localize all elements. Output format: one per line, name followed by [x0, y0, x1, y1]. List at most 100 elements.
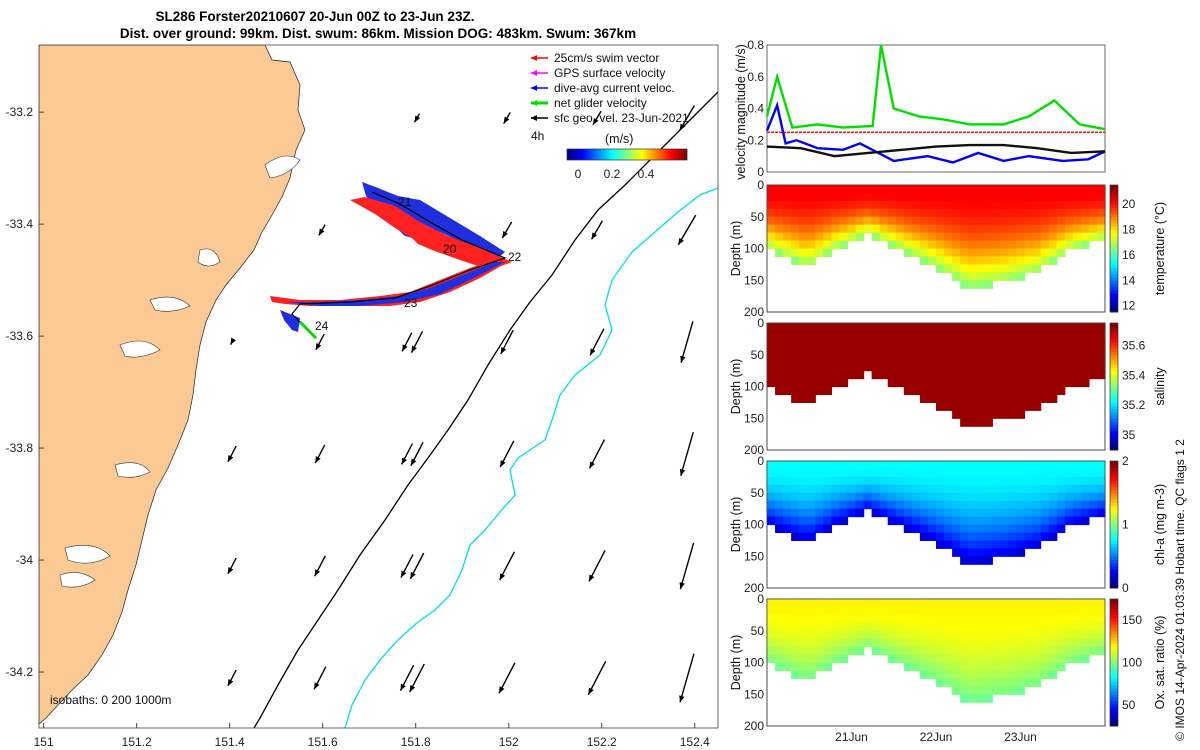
colorbar-tick-label: 2	[1122, 454, 1129, 468]
profile-cell	[791, 362, 800, 372]
profile-cell	[968, 508, 977, 518]
profile-cell	[952, 330, 961, 340]
profile-cell	[919, 630, 929, 640]
profile-cell	[944, 394, 953, 403]
profile-cell	[1088, 338, 1098, 348]
profile-cell	[903, 200, 913, 210]
profile-cell	[887, 606, 897, 616]
profile-cell	[791, 476, 800, 486]
profile-cell	[944, 362, 953, 372]
profile-cell	[783, 646, 792, 656]
profile-cell	[895, 185, 905, 194]
profile-cell	[1032, 678, 1042, 687]
profile-cell	[1000, 508, 1010, 518]
profile-cell	[1064, 500, 1074, 510]
profile-cell	[911, 378, 921, 388]
profile-cell	[1048, 532, 1058, 541]
profile-cell	[936, 346, 945, 356]
profile-cell	[1040, 532, 1050, 541]
profile-cell	[1000, 323, 1010, 332]
profile-cell	[1024, 654, 1034, 664]
profile-cell	[1056, 224, 1066, 234]
profile-cell	[968, 370, 977, 380]
profile-cell	[1040, 614, 1050, 624]
profile-cell	[775, 185, 784, 194]
profile-cell	[1080, 192, 1090, 202]
profile-cell	[1008, 630, 1018, 640]
profile-cell	[1032, 532, 1042, 541]
profile-cell	[847, 232, 857, 242]
profile-cell	[960, 556, 969, 565]
profile-cell	[807, 500, 816, 510]
profile-cell	[976, 216, 985, 226]
profile-cell	[831, 630, 841, 640]
profile-cell	[815, 224, 824, 234]
profile-cell	[1040, 185, 1050, 194]
profile-cell	[992, 410, 1001, 419]
profile-cell	[992, 338, 1001, 348]
profile-cell	[1056, 638, 1066, 648]
profile-cell	[1040, 240, 1050, 250]
profile-cell	[823, 630, 832, 640]
profile-cell	[807, 461, 816, 470]
profile-cell	[799, 394, 808, 403]
profile-cell	[799, 192, 808, 202]
profile-cell	[791, 500, 800, 510]
profile-cell	[831, 654, 841, 664]
profile-cell	[1008, 622, 1018, 632]
profile-cell	[855, 200, 865, 210]
profile-cell	[839, 516, 849, 526]
profile-cell	[855, 500, 865, 510]
profile-cell	[1008, 492, 1018, 502]
profile-cell	[968, 654, 977, 664]
profile-cell	[1072, 638, 1082, 648]
profile-cell	[992, 216, 1001, 226]
profile-cell	[927, 484, 937, 494]
profile-cell	[871, 330, 881, 340]
profile-cell	[903, 224, 913, 234]
profile-cell	[855, 461, 865, 470]
profile-cell	[1072, 224, 1082, 234]
profile-cell	[1048, 461, 1058, 470]
profile-cell	[775, 378, 784, 388]
profile-cell	[984, 338, 993, 348]
profile-cell	[791, 599, 800, 608]
velocity-series-line	[765, 44, 1106, 131]
profile-cell	[919, 354, 929, 364]
profile-cell	[775, 630, 784, 640]
profile-cell	[992, 330, 1001, 340]
swim-vector-swath	[350, 197, 512, 270]
profile-cell	[952, 410, 961, 419]
profile-cell	[823, 346, 832, 356]
profile-cell	[992, 378, 1001, 388]
profile-cell	[775, 646, 784, 656]
profile-cell	[1008, 662, 1018, 672]
profile-cell	[879, 468, 889, 478]
profile-cell	[847, 362, 857, 372]
profile-cell	[960, 630, 969, 640]
profile-cell	[767, 232, 776, 242]
profile-cell	[807, 524, 816, 534]
profile-cell	[960, 330, 969, 340]
profile-cell	[855, 192, 865, 202]
profile-cell	[775, 468, 784, 478]
profile-cell	[879, 338, 889, 348]
profile-cell	[1040, 630, 1050, 640]
profile-cell	[1056, 646, 1066, 656]
profile-cell	[1072, 240, 1082, 250]
profile-cell	[976, 461, 985, 470]
profile-cell	[799, 606, 808, 616]
profile-cell	[1080, 330, 1090, 340]
profile-cell	[911, 524, 921, 534]
profile-cell	[1080, 378, 1090, 388]
profile-cell	[1080, 208, 1090, 218]
map-frame	[38, 44, 719, 729]
profile-cell	[992, 208, 1001, 218]
profile-cell	[927, 216, 937, 226]
profile-cell	[823, 599, 832, 608]
profile-cell	[839, 216, 849, 226]
profile-cell	[944, 630, 953, 640]
estuary-feature	[264, 155, 301, 179]
profile-cell	[976, 346, 985, 356]
